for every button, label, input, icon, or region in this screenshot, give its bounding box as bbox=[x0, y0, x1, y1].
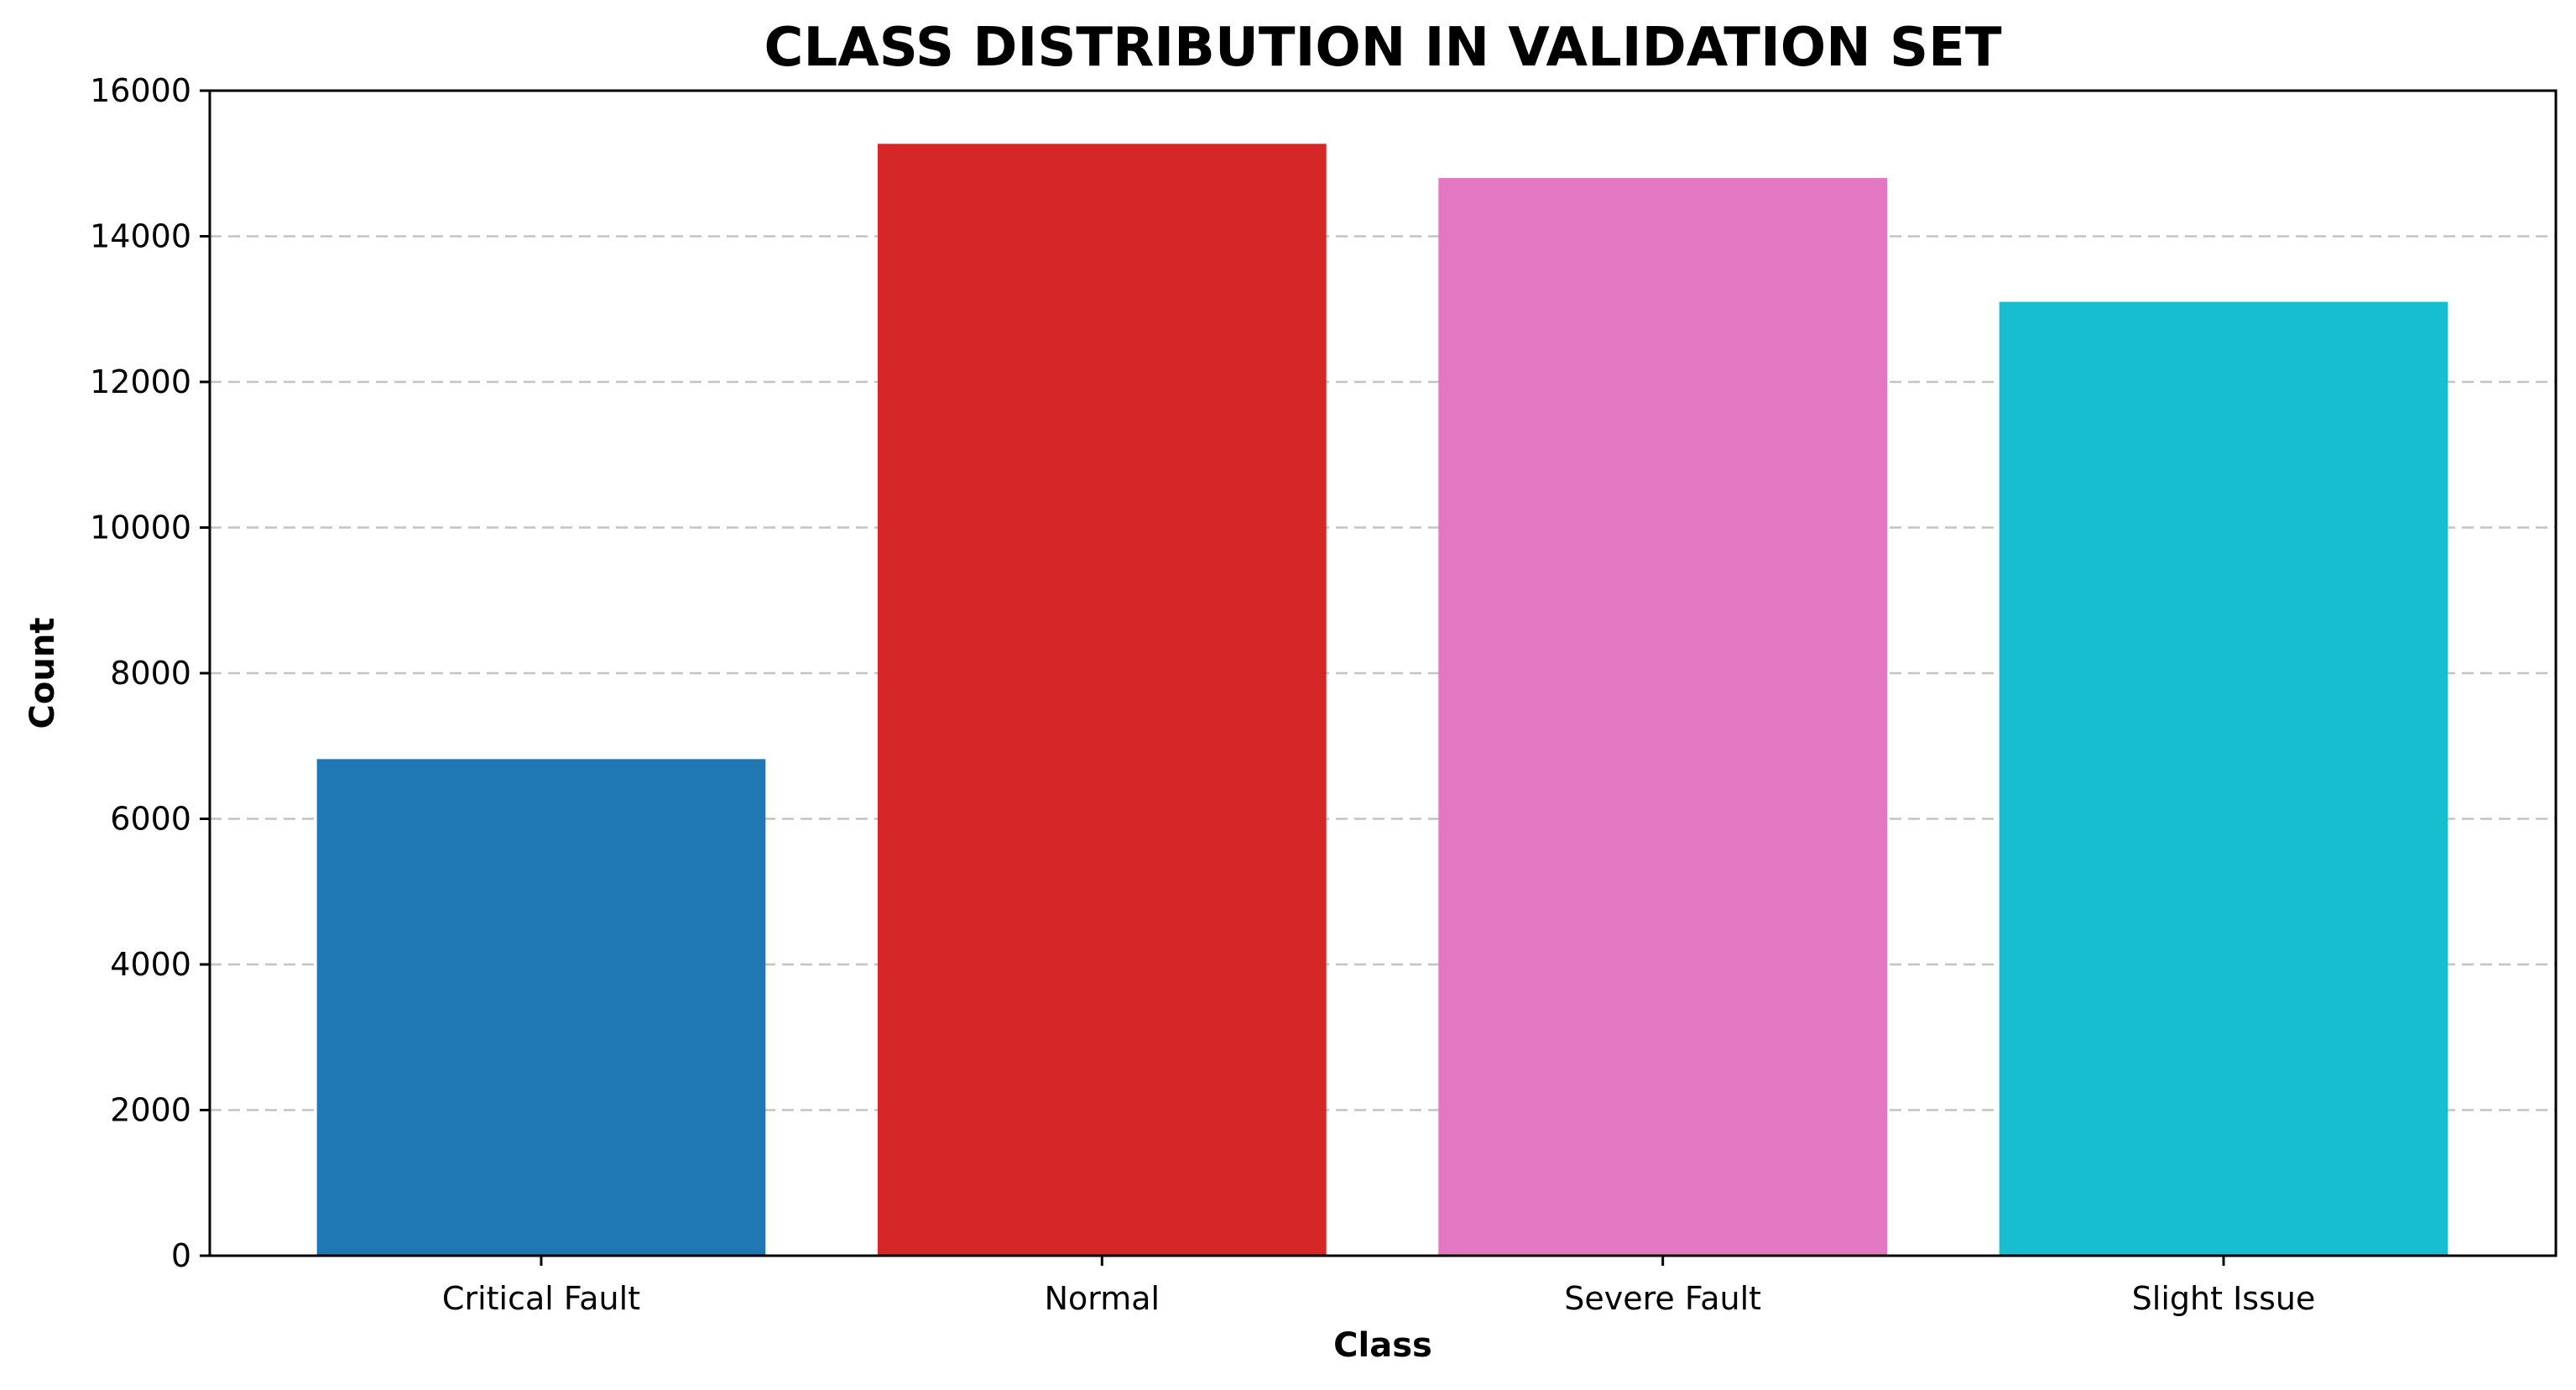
x-tick-label: Severe Fault bbox=[1564, 1280, 1761, 1317]
y-axis-label: Count bbox=[23, 618, 62, 729]
y-tick-label: 0 bbox=[171, 1237, 191, 1274]
y-tick-label: 8000 bbox=[110, 655, 191, 692]
y-tick-label: 10000 bbox=[90, 509, 191, 546]
y-tick-label: 4000 bbox=[110, 946, 191, 983]
x-tick-label: Slight Issue bbox=[2132, 1280, 2316, 1317]
bars bbox=[316, 144, 2448, 1257]
bar-critical-fault bbox=[316, 759, 766, 1256]
y-tick-label: 2000 bbox=[110, 1092, 191, 1129]
y-tick-label: 6000 bbox=[110, 801, 191, 838]
y-tick-label: 16000 bbox=[90, 72, 191, 109]
x-tick-label: Normal bbox=[1045, 1280, 1160, 1317]
y-tick-label: 12000 bbox=[90, 363, 191, 400]
x-axis-ticks: Critical Fault Normal Severe Fault Slight I… bbox=[442, 1256, 2315, 1317]
x-tick-label: Critical Fault bbox=[442, 1280, 640, 1317]
chart-title: CLASS DISTRIBUTION IN VALIDATION SET bbox=[764, 17, 2002, 79]
bar-normal bbox=[878, 144, 1327, 1256]
bar-severe-fault bbox=[1438, 178, 1887, 1257]
x-axis-label: Class bbox=[1333, 1326, 1432, 1365]
y-tick-label: 14000 bbox=[90, 218, 191, 255]
bar-slight-issue bbox=[1999, 301, 2448, 1257]
y-axis-ticks: 0 2000 4000 6000 8000 10000 12000 14000 16000 bbox=[90, 72, 210, 1274]
